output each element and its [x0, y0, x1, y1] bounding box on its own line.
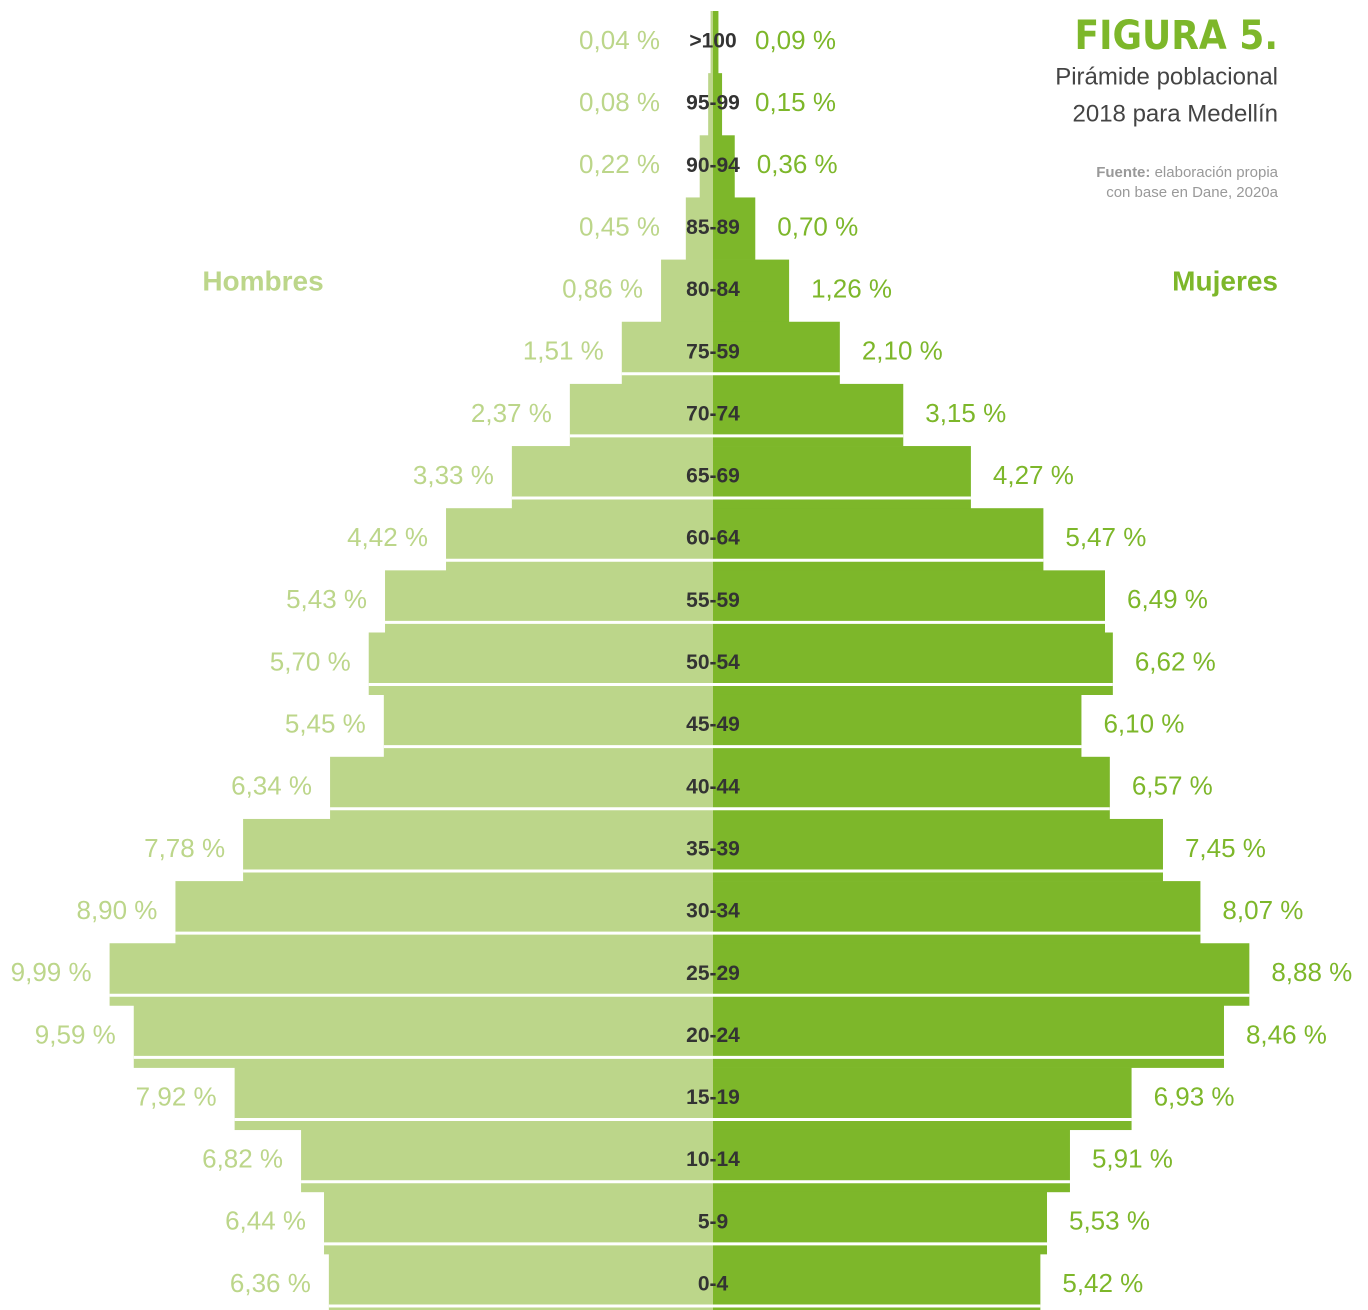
subtitle: Pirámide poblacional: [1055, 63, 1278, 90]
age-label: 90-94: [686, 154, 740, 177]
age-label: 80-84: [686, 278, 740, 301]
bar: [713, 135, 735, 198]
value-label: 7,45 %: [1185, 833, 1266, 863]
value-label: 6,10 %: [1103, 709, 1184, 739]
value-label: 5,53 %: [1069, 1206, 1150, 1236]
value-label: 6,82 %: [202, 1144, 283, 1174]
value-label: 0,15 %: [755, 87, 836, 117]
value-label: 5,42 %: [1062, 1268, 1143, 1298]
value-label: 5,45 %: [285, 709, 366, 739]
value-label: 1,26 %: [811, 273, 892, 303]
bar: [713, 259, 790, 323]
value-label: 0,22 %: [579, 149, 660, 179]
chart-title: FIGURA 5.: [1074, 13, 1278, 59]
bar: [710, 11, 713, 74]
value-label: 8,46 %: [1246, 1019, 1327, 1049]
age-label: 30-34: [686, 900, 740, 923]
bar: [708, 73, 713, 136]
value-label: 0,86 %: [562, 273, 643, 303]
age-label: 85-89: [686, 216, 740, 239]
bar: [661, 259, 713, 323]
age-label: 70-74: [686, 402, 740, 425]
source-text: con base en Dane, 2020a: [1106, 184, 1278, 201]
bar: [685, 197, 713, 260]
age-label: 55-59: [686, 589, 740, 612]
source-label: Fuente:: [1096, 164, 1150, 181]
value-label: 6,36 %: [230, 1268, 311, 1298]
source-text: elaboración propia: [1155, 164, 1279, 181]
age-label: 25-29: [686, 962, 740, 985]
age-label: 45-49: [686, 713, 740, 736]
age-label: 40-44: [686, 775, 740, 798]
value-label: 0,45 %: [579, 211, 660, 241]
value-label: 6,62 %: [1135, 646, 1216, 676]
value-label: 6,49 %: [1127, 584, 1208, 614]
value-label: 9,59 %: [35, 1019, 116, 1049]
age-label: 95-99: [686, 92, 740, 115]
legend-entry: Mujeres: [1172, 265, 1278, 296]
value-label: 5,91 %: [1092, 1144, 1173, 1174]
value-label: 0,36 %: [757, 149, 838, 179]
bar: [713, 197, 756, 260]
age-label: 20-24: [686, 1024, 740, 1047]
value-label: 6,57 %: [1132, 771, 1213, 801]
bar: [713, 11, 719, 74]
bar: [699, 135, 713, 198]
age-label: >100: [689, 30, 736, 53]
value-label: 1,51 %: [523, 336, 604, 366]
age-label: 65-69: [686, 465, 740, 488]
value-label: 2,10 %: [862, 336, 943, 366]
age-label: 5-9: [698, 1210, 728, 1233]
value-label: 4,27 %: [993, 460, 1074, 490]
value-label: 2,37 %: [471, 398, 552, 428]
bar: [328, 1254, 713, 1310]
value-label: 6,34 %: [231, 771, 312, 801]
value-label: 4,42 %: [347, 522, 428, 552]
value-label: 0,09 %: [755, 25, 836, 55]
value-label: 8,88 %: [1271, 957, 1352, 987]
value-label: 0,08 %: [579, 87, 660, 117]
source: Fuente: elaboración propia: [1096, 164, 1278, 181]
legend-entry: Hombres: [202, 265, 323, 296]
value-label: 6,44 %: [225, 1206, 306, 1236]
value-label: 0,04 %: [579, 25, 660, 55]
value-label: 5,43 %: [286, 584, 367, 614]
value-label: 7,92 %: [136, 1081, 217, 1111]
value-label: 3,15 %: [925, 398, 1006, 428]
value-label: 0,70 %: [777, 211, 858, 241]
age-label: 0-4: [698, 1273, 729, 1296]
age-label: 10-14: [686, 1148, 740, 1171]
value-label: 9,99 %: [11, 957, 92, 987]
value-label: 5,47 %: [1065, 522, 1146, 552]
value-label: 3,33 %: [413, 460, 494, 490]
labels: >100 0,04 % 0,09 % 95-99 0,08 % 0,15 % 90-94 0,…: [11, 25, 1353, 1298]
age-label: 75-59: [686, 340, 740, 363]
value-label: 6,93 %: [1154, 1081, 1235, 1111]
value-label: 8,90 %: [76, 895, 157, 925]
age-label: 35-39: [686, 837, 740, 860]
bar: [713, 1254, 1041, 1310]
value-label: 8,07 %: [1222, 895, 1303, 925]
age-label: 50-54: [686, 651, 740, 674]
bars: [109, 11, 1250, 1310]
value-label: 7,78 %: [144, 833, 225, 863]
bar: [713, 73, 723, 136]
age-label: 60-64: [686, 527, 740, 550]
value-label: 5,70 %: [270, 646, 351, 676]
subtitle: 2018 para Medellín: [1073, 100, 1278, 127]
age-label: 15-19: [686, 1086, 740, 1109]
